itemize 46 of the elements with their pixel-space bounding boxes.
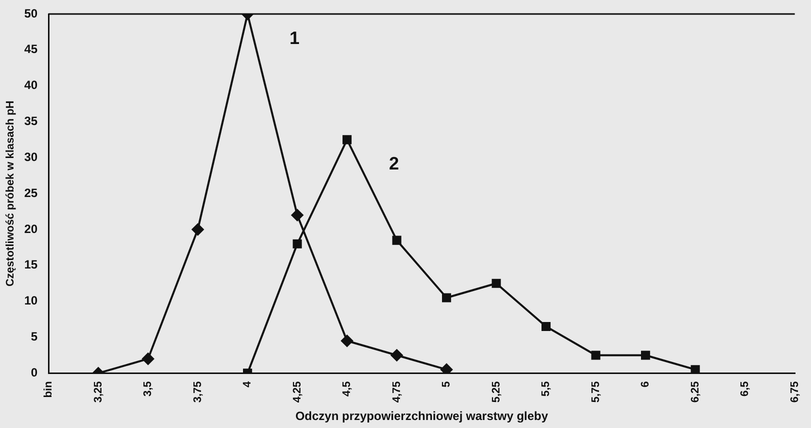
x-tick-label: 5 — [440, 381, 453, 388]
point — [341, 334, 354, 347]
y-tick-label: 15 — [24, 258, 38, 272]
x-tick-label: 4,5 — [341, 381, 354, 396]
x-tick-label: 5,5 — [540, 381, 552, 396]
point — [390, 349, 403, 362]
y-tick-label: 0 — [30, 366, 38, 380]
y-tick-label: 40 — [24, 78, 38, 92]
y-tick-label: 50 — [24, 6, 38, 20]
x-tick-label: 4,25 — [291, 381, 304, 403]
x-tick-label: 6,75 — [788, 381, 801, 403]
y-tick-label: 20 — [24, 222, 38, 236]
x-tick-label: 4,75 — [390, 381, 403, 403]
x-tick-label: 5,25 — [490, 381, 502, 403]
x-tick-label: 4 — [242, 380, 254, 388]
x-tick-label: 5,75 — [590, 381, 602, 403]
point — [492, 278, 501, 288]
point — [442, 293, 452, 302]
x-tick-label: 3,5 — [142, 381, 154, 396]
point — [591, 350, 600, 360]
x-tick-label: 6,25 — [689, 381, 702, 403]
x-tick-label: bin — [42, 380, 55, 398]
x-tick-label: 6,5 — [739, 381, 752, 396]
x-tick-label: 3,75 — [192, 381, 204, 403]
point — [292, 239, 302, 248]
point — [641, 350, 650, 360]
x-tick-label: 3,25 — [92, 381, 104, 403]
y-tick-label: 5 — [30, 330, 38, 344]
y-tick-label: 30 — [24, 150, 38, 164]
point — [291, 209, 304, 222]
x-axis-title: Odczyn przypowierzchniowej warstwy gleby — [295, 409, 548, 424]
y-axis-title: Częstotliwość próbek w klasach pH — [4, 100, 17, 287]
point — [542, 322, 551, 332]
series-label: 2 — [389, 154, 400, 174]
point — [440, 364, 453, 374]
y-tick-label: 35 — [24, 114, 38, 128]
series-label: 1 — [290, 28, 300, 48]
point — [392, 236, 402, 245]
x-tick-label: 6 — [640, 381, 652, 388]
point — [690, 365, 700, 374]
y-tick-label: 10 — [24, 294, 38, 308]
y-tick-label: 25 — [24, 186, 38, 200]
point — [342, 135, 352, 144]
point — [142, 352, 154, 365]
point — [192, 224, 204, 236]
y-tick-label: 45 — [24, 42, 38, 56]
